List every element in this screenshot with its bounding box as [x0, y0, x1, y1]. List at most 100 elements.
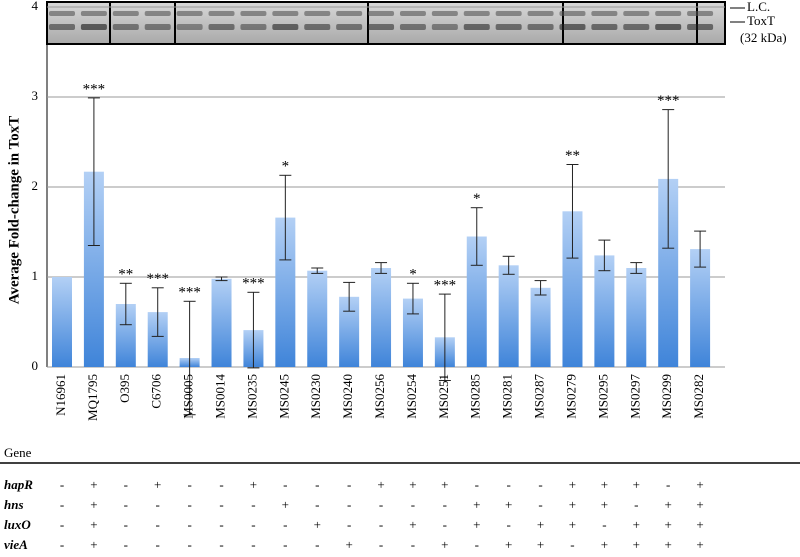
blot-band [687, 24, 714, 30]
bar [530, 287, 551, 367]
x-tick-label: MS0014 [213, 374, 228, 419]
gene-cell: - [570, 537, 574, 552]
significance-label: *** [83, 81, 106, 97]
blot-band [240, 11, 267, 16]
bar [371, 268, 392, 367]
x-tick-label: MS0245 [276, 374, 291, 419]
blot-band [49, 24, 75, 30]
gene-cell: - [60, 537, 64, 552]
bar [83, 171, 104, 367]
gene-name: vieA [4, 537, 28, 552]
gene-cell: - [538, 497, 542, 512]
gene-cell: + [90, 497, 97, 512]
x-tick-label: MS0282 [691, 374, 706, 419]
gene-cell: - [219, 497, 223, 512]
blot-band [176, 24, 203, 30]
x-tick-label: MQ1795 [85, 374, 100, 421]
gene-cell: + [282, 497, 289, 512]
bar [658, 178, 679, 367]
blot-band [176, 11, 203, 16]
gene-cell: + [90, 537, 97, 552]
gene-name: luxO [4, 517, 31, 532]
significance-label: * [409, 267, 417, 283]
gene-cell: - [475, 477, 479, 492]
gene-cell: - [124, 477, 128, 492]
blot-band [495, 11, 522, 16]
error-bar [566, 164, 579, 259]
x-tick-label: N16961 [53, 374, 68, 416]
error-bar [662, 109, 675, 249]
blot-band [495, 24, 522, 30]
gene-cell: + [633, 477, 640, 492]
bar [402, 298, 423, 367]
blot-band [368, 11, 395, 16]
significance-label: ** [118, 267, 133, 283]
blot-band [559, 11, 586, 16]
gene-cell: + [601, 537, 608, 552]
gene-cell: - [124, 517, 128, 532]
bar [307, 270, 328, 367]
gene-cell: - [411, 497, 415, 512]
gene-cell: - [187, 497, 191, 512]
blot-label: L.C. [747, 0, 770, 14]
gene-cell: - [187, 517, 191, 532]
bar [562, 211, 583, 367]
blot-band [208, 11, 235, 16]
gene-cell: + [665, 537, 672, 552]
gene-cell: + [154, 477, 161, 492]
bar [626, 268, 647, 367]
blot-band [240, 24, 267, 30]
bar [498, 265, 519, 367]
y-axis-title: Average Fold-change in ToxT [6, 116, 22, 304]
blot-band [336, 11, 363, 16]
blot-band [431, 24, 458, 30]
gene-cell: - [411, 537, 415, 552]
error-bar [694, 230, 707, 268]
error-bar [470, 207, 483, 266]
gene-cell: - [124, 497, 128, 512]
gene-cell: + [250, 477, 257, 492]
blot-band [304, 11, 331, 16]
bar [339, 296, 360, 367]
y-tick-label: 1 [32, 268, 39, 283]
gene-cell: - [506, 477, 510, 492]
y-tick-label: 2 [32, 178, 39, 193]
gene-cell: - [60, 497, 64, 512]
y-tick-label: 0 [32, 358, 39, 373]
gene-cell: + [601, 477, 608, 492]
significance-label: *** [242, 276, 265, 292]
x-tick-label: MS0254 [404, 374, 419, 419]
x-tick-label: MS0240 [340, 374, 355, 419]
significance-label: *** [434, 278, 457, 294]
gene-cell: - [315, 537, 319, 552]
y-tick-label: 4 [32, 0, 39, 13]
blot-band [527, 11, 554, 16]
gene-cell: + [665, 517, 672, 532]
gene-cell: + [537, 537, 544, 552]
bar [147, 312, 168, 367]
gene-cell: + [377, 477, 384, 492]
gene-cell: + [569, 477, 576, 492]
gene-cell: - [156, 497, 160, 512]
blot-band [527, 24, 554, 30]
gene-cell: + [441, 537, 448, 552]
gene-cell: + [665, 497, 672, 512]
blot-label: ToxT [747, 13, 775, 28]
gene-cell: - [283, 537, 287, 552]
blot-band [655, 11, 682, 16]
gene-cell: + [601, 497, 608, 512]
error-bar [311, 267, 324, 274]
blot-band [655, 24, 682, 30]
gene-cell: - [315, 477, 319, 492]
significance-label: *** [178, 285, 201, 301]
gene-cell: + [633, 537, 640, 552]
bar [115, 304, 136, 367]
gene-cell: - [443, 497, 447, 512]
gene-cell: - [219, 537, 223, 552]
gene-cell: - [666, 477, 670, 492]
gene-cell: + [569, 517, 576, 532]
x-tick-label: MS0285 [468, 374, 483, 419]
blot-band [623, 24, 650, 30]
error-bar [151, 287, 164, 337]
